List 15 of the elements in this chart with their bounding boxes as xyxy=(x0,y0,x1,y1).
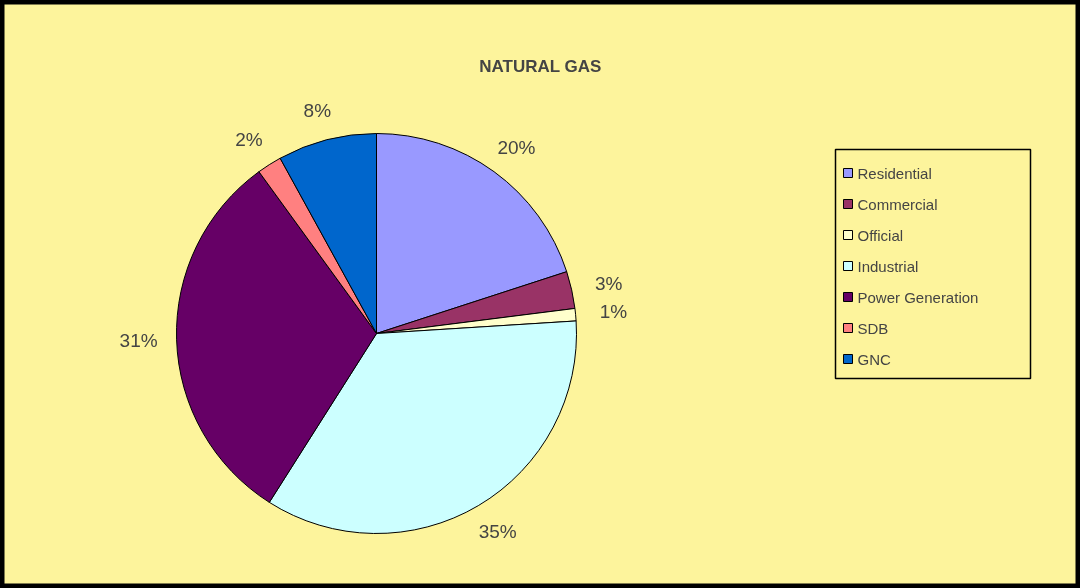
chart-title: NATURAL GAS xyxy=(479,56,602,76)
data-label: 35% xyxy=(478,520,517,542)
data-label: 31% xyxy=(119,330,158,352)
data-label: 3% xyxy=(595,272,623,294)
data-label: 8% xyxy=(303,100,332,122)
legend-label: Residential xyxy=(857,165,932,182)
legend-label: Power Generation xyxy=(857,289,979,306)
data-label: 2% xyxy=(235,128,263,150)
legend-label: GNC xyxy=(857,351,891,368)
data-label: 1% xyxy=(599,301,628,323)
legend-label: SDB xyxy=(857,320,889,337)
data-label: 20% xyxy=(497,136,536,158)
legend-label: Industrial xyxy=(857,258,919,275)
legend-label: Official xyxy=(857,227,904,244)
legend-label: Commercial xyxy=(857,196,938,213)
